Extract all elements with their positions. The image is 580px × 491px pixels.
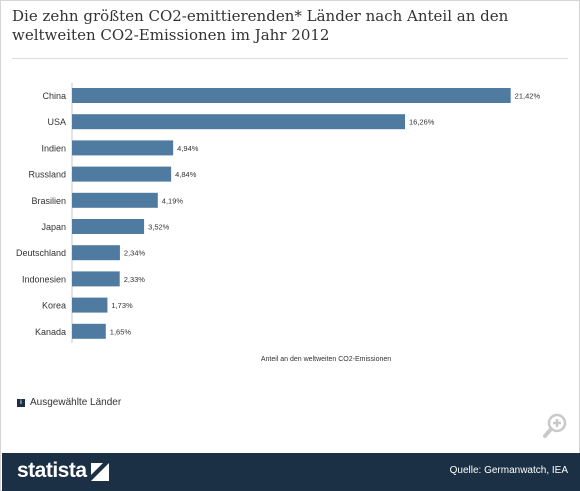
value-label: 1,65% [110, 327, 132, 336]
value-label: 3,52% [148, 223, 170, 232]
category-labels: China USA Indien Russland Brasilien Japan Deut… [16, 91, 66, 337]
bars [72, 88, 511, 339]
bar-chart: China USA Indien Russland Brasilien Japan Deut… [16, 83, 541, 343]
legend[interactable]: i Ausgewählte Länder [17, 397, 121, 408]
category-label: Kanada [35, 327, 66, 337]
category-label: Deutschland [16, 248, 66, 258]
value-label: 4,94% [177, 144, 199, 153]
category-label: Russland [28, 170, 66, 180]
source-text: Quelle: Germanwatch, IEA [449, 465, 568, 476]
logo-text: statista [17, 459, 87, 482]
x-axis-label: Anteil an den weltweiten CO2-Emissionen [260, 356, 392, 363]
zoom-in-icon[interactable] [542, 413, 568, 441]
value-label: 21,42% [515, 92, 541, 101]
legend-label: Ausgewählte Länder [30, 397, 122, 408]
title-divider [12, 58, 568, 59]
category-label: USA [47, 117, 66, 127]
category-label: Indien [41, 143, 66, 153]
value-label: 16,26% [409, 118, 435, 127]
footer: statista Quelle: Germanwatch, IEA [2, 453, 580, 491]
info-icon: i [17, 398, 25, 407]
value-label: 2,34% [124, 249, 146, 258]
bar-korea[interactable] [72, 297, 108, 313]
bar-russland[interactable] [72, 166, 172, 182]
category-label: Korea [42, 301, 66, 311]
bar-indien[interactable] [72, 140, 174, 156]
value-label: 4,84% [175, 170, 197, 179]
bar-japan[interactable] [72, 219, 145, 234]
category-label: Indonesien [22, 274, 66, 284]
bar-usa[interactable] [72, 114, 406, 130]
statista-logo[interactable]: statista [17, 459, 109, 483]
category-label: Brasilien [31, 196, 66, 206]
bar-deutschland[interactable] [72, 245, 120, 261]
category-label: China [42, 91, 66, 101]
bar-brasilien[interactable] [72, 192, 158, 208]
bar-indonesien[interactable] [72, 271, 120, 287]
value-label: 2,33% [124, 275, 146, 284]
bar-china[interactable] [72, 88, 511, 103]
value-label: 1,73% [111, 301, 133, 310]
statista-logo-icon [90, 463, 109, 481]
chart-title: Die zehn größten CO2-emittierenden* Länd… [12, 7, 509, 44]
value-label: 4,19% [162, 196, 184, 205]
category-label: Japan [41, 222, 66, 232]
value-labels: 21,42% 16,26% 4,94% 4,84% 4,19% 3,52% 2,34% 2,3… [110, 92, 541, 337]
bar-kanada[interactable] [72, 323, 106, 339]
